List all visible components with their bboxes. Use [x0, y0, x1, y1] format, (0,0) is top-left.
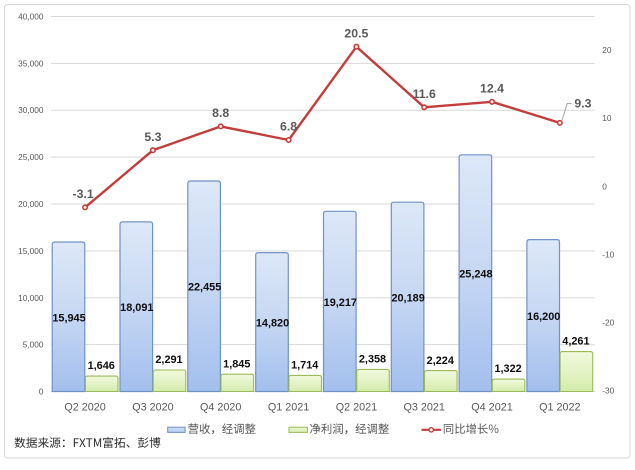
svg-text:2,358: 2,358	[359, 354, 386, 366]
svg-text:-10: -10	[602, 249, 614, 259]
svg-text:Q3 2020: Q3 2020	[132, 401, 173, 413]
svg-text:20.5: 20.5	[344, 26, 368, 40]
svg-text:2,224: 2,224	[427, 355, 454, 367]
svg-text:20,000: 20,000	[18, 199, 44, 209]
svg-text:10: 10	[602, 113, 612, 123]
svg-text:-3.1: -3.1	[72, 187, 93, 201]
svg-text:2,291: 2,291	[155, 354, 182, 366]
svg-text:30,000: 30,000	[18, 105, 44, 115]
svg-text:Q3 2021: Q3 2021	[403, 401, 444, 413]
svg-text:Q2 2020: Q2 2020	[64, 401, 105, 413]
svg-text:20: 20	[602, 45, 612, 55]
svg-text:19,217: 19,217	[324, 297, 357, 309]
svg-text:Q2 2021: Q2 2021	[336, 401, 377, 413]
svg-text:1,714: 1,714	[291, 360, 318, 372]
svg-text:14,820: 14,820	[256, 318, 289, 330]
svg-text:22,455: 22,455	[188, 282, 221, 294]
svg-text:6.8: 6.8	[280, 120, 297, 134]
svg-text:Q4 2021: Q4 2021	[471, 401, 512, 413]
svg-text:0: 0	[602, 181, 607, 191]
svg-text:20,189: 20,189	[391, 292, 424, 304]
svg-text:40,000: 40,000	[18, 12, 44, 22]
svg-text:11.6: 11.6	[413, 87, 436, 101]
svg-text:12.4: 12.4	[480, 81, 504, 95]
svg-text:4,261: 4,261	[562, 336, 589, 348]
svg-text:15,945: 15,945	[52, 312, 85, 324]
svg-text:25,000: 25,000	[18, 152, 44, 162]
svg-text:1,646: 1,646	[88, 360, 115, 372]
svg-text:35,000: 35,000	[18, 58, 44, 68]
svg-text:-30: -30	[602, 386, 614, 396]
svg-text:9.3: 9.3	[574, 96, 591, 110]
svg-text:16,200: 16,200	[527, 311, 560, 323]
svg-text:18,091: 18,091	[120, 302, 153, 314]
svg-text:5,000: 5,000	[23, 340, 44, 350]
svg-text:10,000: 10,000	[18, 293, 44, 303]
svg-text:25,248: 25,248	[459, 269, 492, 281]
svg-text:Q1 2022: Q1 2022	[539, 401, 580, 413]
svg-text:1,322: 1,322	[494, 363, 521, 375]
svg-text:15,000: 15,000	[18, 246, 44, 256]
svg-text:Q4 2020: Q4 2020	[200, 401, 241, 413]
svg-text:-20: -20	[602, 318, 614, 328]
svg-text:0: 0	[39, 387, 44, 397]
svg-text:1,845: 1,845	[223, 358, 250, 370]
svg-text:8.8: 8.8	[212, 106, 229, 120]
svg-text:5.3: 5.3	[144, 130, 161, 144]
svg-text:Q1 2021: Q1 2021	[268, 401, 309, 413]
